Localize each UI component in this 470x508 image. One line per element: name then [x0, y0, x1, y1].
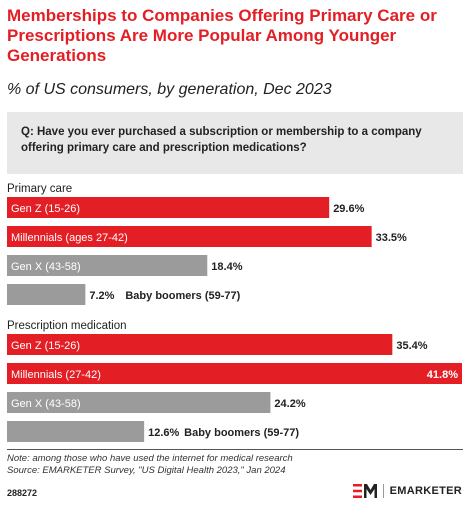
- value-label: 12.6%: [148, 427, 179, 439]
- emarketer-logo: EMARKETER: [352, 484, 462, 498]
- bar: [7, 392, 271, 413]
- chart-title: Memberships to Companies Offering Primar…: [7, 6, 437, 65]
- category-label: Millennials (ages 27-42): [11, 232, 128, 244]
- category-label: Millennials (27-42): [11, 369, 101, 381]
- footer-divider: [7, 449, 463, 450]
- bar: [7, 284, 86, 305]
- value-label: 7.2%: [89, 290, 114, 302]
- chart-id: 288272: [7, 488, 38, 498]
- value-label: 35.4%: [396, 340, 427, 352]
- bar: [7, 226, 372, 247]
- category-label: Baby boomers (59-77): [125, 290, 240, 302]
- bar: [7, 363, 462, 384]
- logo-divider: [382, 484, 384, 498]
- brand-name: EMARKETER: [389, 485, 462, 497]
- footer-notes: Note: among those who have used the inte…: [7, 453, 463, 477]
- category-label: Baby boomers (59-77): [184, 427, 299, 439]
- note-text: Note: among those who have used the inte…: [7, 453, 293, 464]
- bar: [7, 334, 393, 355]
- em-logo-icon: [352, 484, 377, 498]
- bar-chart: Primary care Gen Z (15-26) 29.6% Millennial…: [7, 183, 462, 442]
- value-label: 24.2%: [274, 398, 305, 410]
- value-label: 29.6%: [333, 203, 364, 215]
- group-label: Primary care: [7, 183, 72, 195]
- bar: [7, 255, 208, 276]
- bar: [7, 421, 145, 442]
- category-label: Gen Z (15-26): [11, 203, 80, 215]
- chart-subtitle: % of US consumers, by generation, Dec 20…: [7, 81, 332, 98]
- survey-question: Q: Have you ever purchased a subscriptio…: [7, 112, 463, 174]
- value-label: 41.8%: [427, 369, 458, 381]
- category-label: Gen Z (15-26): [11, 340, 80, 352]
- group-label: Prescription medication: [7, 320, 127, 332]
- value-label: 18.4%: [211, 261, 242, 273]
- value-label: 33.5%: [376, 232, 407, 244]
- category-label: Gen X (43-58): [11, 261, 81, 273]
- category-label: Gen X (43-58): [11, 398, 81, 410]
- source-text: Source: EMARKETER Survey, "US Digital He…: [7, 465, 286, 476]
- bar: [7, 197, 330, 218]
